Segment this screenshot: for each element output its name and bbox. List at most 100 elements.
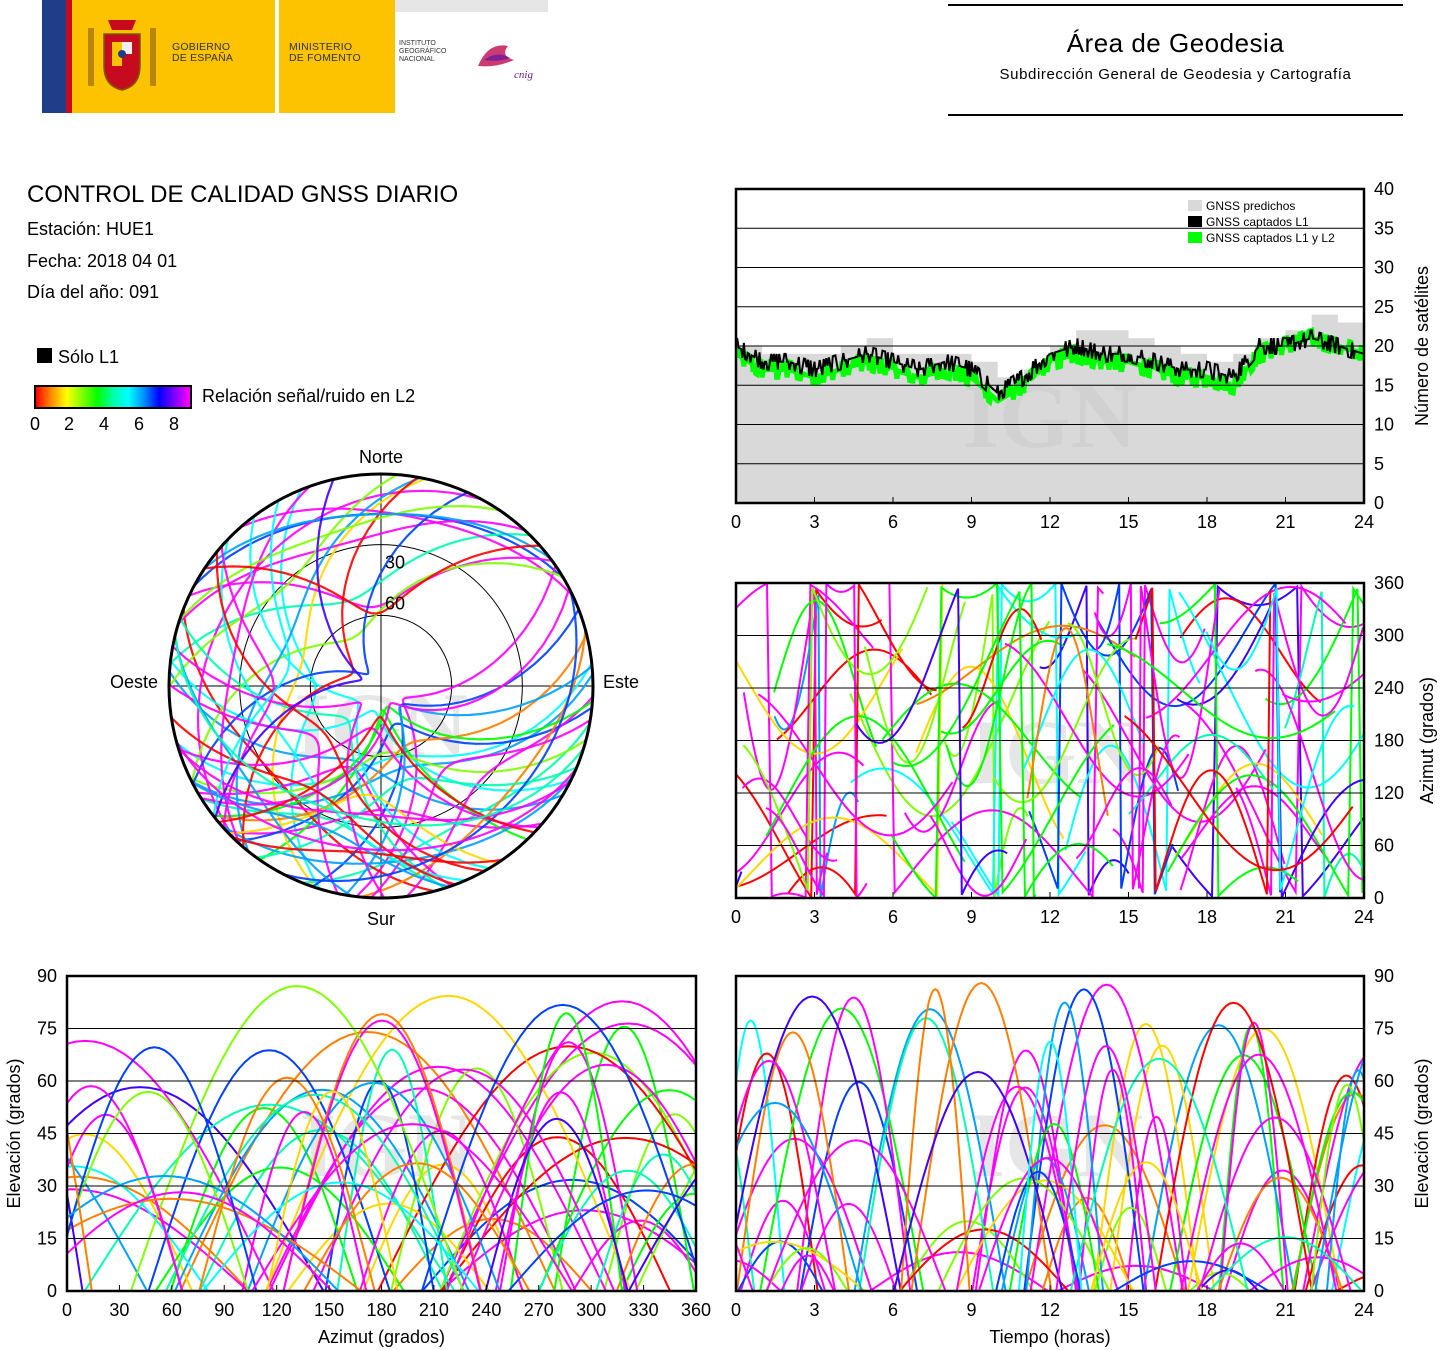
satellite-count-frame [734, 187, 1366, 505]
x-tick-label: 9 [966, 1300, 976, 1320]
sky-track [174, 634, 585, 827]
azimuth-track [736, 584, 944, 897]
spain-flag-red [66, 0, 72, 113]
azimuth-track [890, 583, 1115, 898]
x-tick-label: 9 [966, 512, 976, 532]
elev-az-track [312, 1068, 616, 1291]
azimuth-track [1128, 733, 1275, 815]
elev-az-track [198, 1076, 376, 1291]
elev-az-track [67, 1090, 249, 1291]
area-header-box: Área de Geodesia Subdirección General de… [948, 4, 1403, 116]
elev-time-track [1113, 1260, 1270, 1291]
legend-swatch [1188, 200, 1202, 211]
ministerio-block [279, 0, 395, 113]
elev-az-track [241, 1110, 368, 1291]
elev-az-track [509, 1012, 623, 1291]
area-subtitle: Subdirección General de Geodesia y Carto… [999, 66, 1352, 83]
azimuth-frame [734, 581, 1366, 900]
y-tick-label: 300 [1374, 626, 1404, 646]
elev-time-track [764, 1247, 849, 1291]
elev-az-track [129, 984, 464, 1291]
y-tick-label: 0 [1374, 888, 1384, 908]
sky-track [220, 539, 466, 882]
elev-time-track [900, 1220, 1035, 1291]
sky-track [218, 715, 535, 834]
azimuth-track [881, 682, 1082, 799]
elev-time-track [1093, 1206, 1168, 1291]
y-axis-label: Número de satélites [1412, 266, 1432, 426]
x-tick-label: 180 [366, 1300, 396, 1320]
x-tick-label: 60 [162, 1300, 182, 1320]
elev-az-track [67, 1133, 194, 1291]
elev-time-track [971, 1086, 1080, 1291]
sky-track [212, 500, 291, 817]
elev-az-track [620, 1192, 696, 1291]
elev-time-track [736, 1059, 837, 1291]
sky-track [196, 489, 482, 841]
sky-track [191, 781, 450, 888]
azimuth-track [1205, 587, 1355, 891]
y-axis-label: Elevación (grados) [1412, 1058, 1432, 1208]
y-tick-label: 75 [1374, 1019, 1394, 1039]
elev-az-track [603, 1113, 696, 1291]
azimuth-track [1075, 767, 1173, 860]
x-tick-label: 12 [1040, 907, 1060, 927]
elev-az-track [67, 1086, 325, 1291]
y-axis-label: Azimut (grados) [1417, 677, 1437, 804]
east-label: Este [603, 672, 639, 692]
elev-azimuth-frame [65, 974, 698, 1293]
sky-track [171, 645, 386, 898]
legend-entry: GNSS captados L1 [1206, 215, 1309, 229]
y-tick-label: 25 [1374, 297, 1394, 317]
y-tick-label: 60 [1374, 836, 1394, 856]
elev-az-track [67, 1085, 184, 1291]
elev-time-track [1069, 1057, 1249, 1291]
elev-time-track [1092, 1022, 1200, 1291]
y-tick-label: 15 [37, 1229, 57, 1249]
x-tick-label: 0 [731, 512, 741, 532]
doy-line: Día del año: 091 [27, 282, 160, 302]
elev-time-track [977, 1156, 1119, 1291]
x-tick-label: 0 [731, 1300, 741, 1320]
area-title: Área de Geodesia [1066, 28, 1285, 58]
elev-az-track [445, 1000, 696, 1291]
sky-track [173, 636, 353, 897]
y-tick-label: 75 [37, 1019, 57, 1039]
elev-az-track [202, 1181, 480, 1291]
azimuth-track [1180, 785, 1329, 860]
elev-time-track [800, 1202, 898, 1291]
gobierno-label: GOBIERNO DE ESPAÑA [172, 41, 234, 64]
azimuth-track [961, 607, 1043, 729]
elev-az-track [67, 1156, 148, 1291]
x-tick-label: 24 [1354, 512, 1374, 532]
elev-time-track [1309, 1170, 1364, 1291]
azimuth-track [736, 814, 887, 888]
y-tick-label: 0 [47, 1281, 57, 1301]
snr-tick: 8 [168, 414, 179, 434]
azimuth-track [1039, 585, 1130, 896]
elev-az-track [572, 1219, 696, 1291]
azimuth-track [736, 871, 743, 889]
elev-time-track [1198, 1116, 1352, 1291]
snr-tick: 0 [29, 414, 40, 434]
x-tick-label: 120 [262, 1300, 292, 1320]
elev-time-track [900, 987, 971, 1291]
elev-time-track [1179, 1053, 1338, 1291]
y-tick-label: 60 [1374, 1071, 1394, 1091]
government-logo-band: GOBIERNO DE ESPAÑA MINISTERIO DE FOMENTO… [42, 0, 548, 113]
date-line: Fecha: 2018 04 01 [27, 251, 178, 271]
elev-az-track [266, 1090, 399, 1291]
x-tick-label: 210 [419, 1300, 449, 1320]
y-tick-label: 60 [37, 1071, 57, 1091]
x-tick-label: 24 [1354, 1300, 1374, 1320]
x-tick-label: 18 [1197, 512, 1217, 532]
elev-time-track [1248, 1256, 1364, 1291]
azimuth-track [950, 583, 1087, 898]
azimuth-track [1134, 587, 1272, 895]
y-tick-label: 30 [1374, 258, 1394, 278]
ign-block [395, 0, 548, 113]
cnig-logo-icon: cnig [470, 36, 540, 84]
x-tick-label: 270 [524, 1300, 554, 1320]
sky-track [169, 683, 339, 894]
